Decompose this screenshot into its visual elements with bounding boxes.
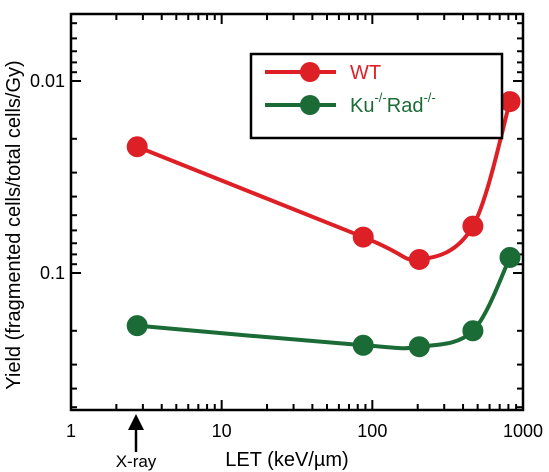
plot-frame bbox=[69, 12, 525, 412]
legend-marker-wt bbox=[300, 62, 320, 82]
data-point-1 bbox=[408, 336, 430, 358]
axes: 1 10 100 1000 0.01 0.1 bbox=[30, 12, 543, 441]
legend-label-ku: Ku-/-Rad-/- bbox=[350, 90, 436, 117]
data-point-1 bbox=[352, 334, 374, 356]
legend: WT Ku-/-Rad-/- bbox=[249, 52, 504, 140]
xray-label: X-ray bbox=[116, 452, 157, 471]
series-points bbox=[126, 91, 521, 358]
x-axis-title: LET (keV/µm) bbox=[225, 449, 348, 471]
y-axis-title: Yield (fragmented cells/total cells/Gy) bbox=[3, 60, 25, 389]
x-tick-label: 1 bbox=[66, 421, 76, 441]
x-tick-label: 1000 bbox=[503, 421, 543, 441]
series-line-1 bbox=[137, 256, 512, 351]
y-tick-label: 0.01 bbox=[30, 71, 65, 91]
y-tick-label: 0.1 bbox=[40, 263, 65, 283]
xray-annotation: X-ray bbox=[116, 414, 157, 471]
data-point-1 bbox=[126, 315, 148, 337]
data-point-0 bbox=[352, 226, 374, 248]
data-point-1 bbox=[499, 246, 521, 268]
data-point-0 bbox=[408, 248, 430, 270]
data-point-0 bbox=[462, 215, 484, 237]
legend-label-wt: WT bbox=[350, 62, 381, 84]
legend-box bbox=[249, 52, 504, 140]
data-point-0 bbox=[126, 136, 148, 158]
x-tick-label: 10 bbox=[212, 421, 232, 441]
x-tick-label: 100 bbox=[357, 421, 387, 441]
legend-marker-ku bbox=[300, 95, 320, 115]
data-point-1 bbox=[462, 320, 484, 342]
xray-arrow-head bbox=[128, 414, 144, 430]
